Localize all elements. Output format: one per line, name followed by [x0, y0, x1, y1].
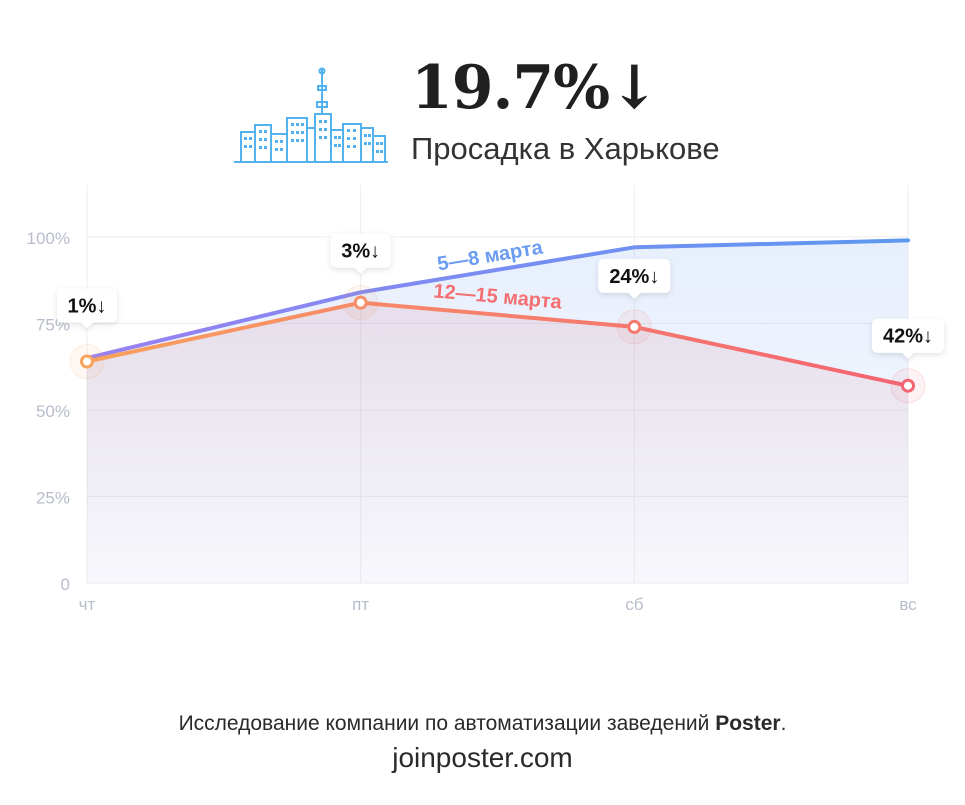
- y-tick-label: 100%: [27, 229, 70, 248]
- callout-box: [598, 258, 671, 299]
- series-area-12-15: [87, 302, 908, 583]
- x-tick-label: пт: [352, 595, 369, 614]
- footer-website: joinposter.com: [392, 742, 573, 773]
- y-tick-label: 50%: [36, 402, 70, 421]
- x-tick-label: вс: [899, 595, 917, 614]
- callout-bubble: [872, 318, 944, 359]
- callout-bubble: [598, 258, 671, 299]
- callout-label: 24%↓: [609, 266, 659, 288]
- data-point: [80, 354, 94, 369]
- callout-label: 42%↓: [883, 326, 933, 348]
- data-point: [901, 378, 915, 393]
- data-point: [353, 295, 368, 310]
- y-tick-label: 25%: [36, 488, 70, 507]
- city-skyline-icon: [234, 67, 388, 163]
- callout-label: 1%↓: [68, 296, 107, 318]
- callout-box: [330, 233, 391, 274]
- callout-box: [57, 288, 117, 329]
- callout-label: 3%↓: [341, 241, 380, 263]
- footer-period: .: [780, 712, 787, 735]
- series-line-12-15: [85, 300, 910, 388]
- footer-caption: Исследование компании по автоматизации з…: [0, 713, 965, 734]
- callout-box: [872, 318, 944, 359]
- y-tick-label: 0: [61, 575, 70, 594]
- x-tick-label: чт: [79, 595, 96, 614]
- footer-text: Исследование компании по автоматизации з…: [178, 712, 716, 735]
- series-line-5-8: [85, 238, 910, 361]
- headline-value: 19.7%↓: [411, 53, 659, 123]
- x-tick-label: сб: [625, 595, 644, 614]
- data-point: [627, 319, 642, 334]
- callout-bubble: [330, 233, 391, 274]
- footer-brand: Poster: [715, 712, 781, 735]
- callout-bubble: [57, 288, 117, 329]
- subtitle: Просадка в Харькове: [411, 131, 720, 166]
- header: 19.7%↓ Просадка в Харькове: [0, 0, 965, 180]
